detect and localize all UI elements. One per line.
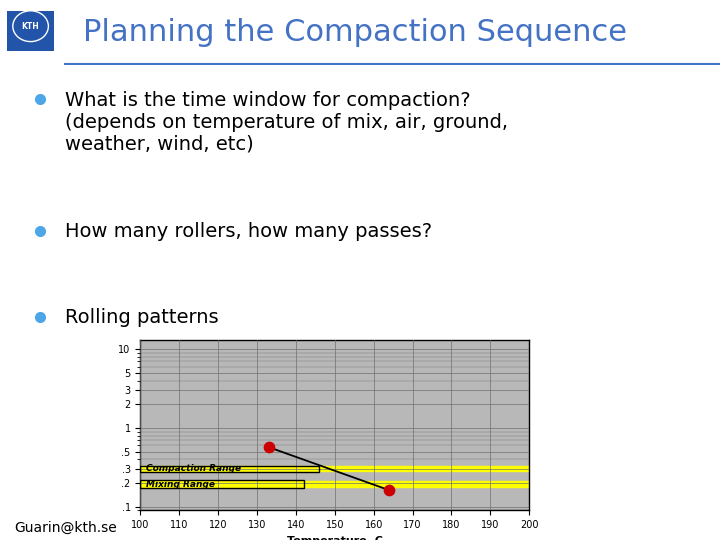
X-axis label: Temperature, C: Temperature, C bbox=[287, 536, 383, 540]
Bar bbox=[140, 467, 529, 471]
Bar bbox=[140, 481, 304, 488]
Text: KTH: KTH bbox=[22, 22, 40, 31]
Point bbox=[263, 443, 274, 451]
Bar bbox=[140, 481, 529, 487]
Text: Compaction Range: Compaction Range bbox=[146, 464, 241, 473]
FancyBboxPatch shape bbox=[7, 11, 54, 51]
Point bbox=[384, 486, 395, 495]
Text: How many rollers, how many passes?: How many rollers, how many passes? bbox=[65, 222, 432, 241]
Text: Rolling patterns: Rolling patterns bbox=[65, 308, 218, 327]
Text: What is the time window for compaction?
(depends on temperature of mix, air, gro: What is the time window for compaction? … bbox=[65, 91, 508, 153]
Text: Guarin@kth.se: Guarin@kth.se bbox=[14, 521, 117, 535]
Text: Mixing Range: Mixing Range bbox=[146, 480, 215, 489]
Bar bbox=[140, 466, 319, 472]
Text: Planning the Compaction Sequence: Planning the Compaction Sequence bbox=[83, 18, 627, 47]
